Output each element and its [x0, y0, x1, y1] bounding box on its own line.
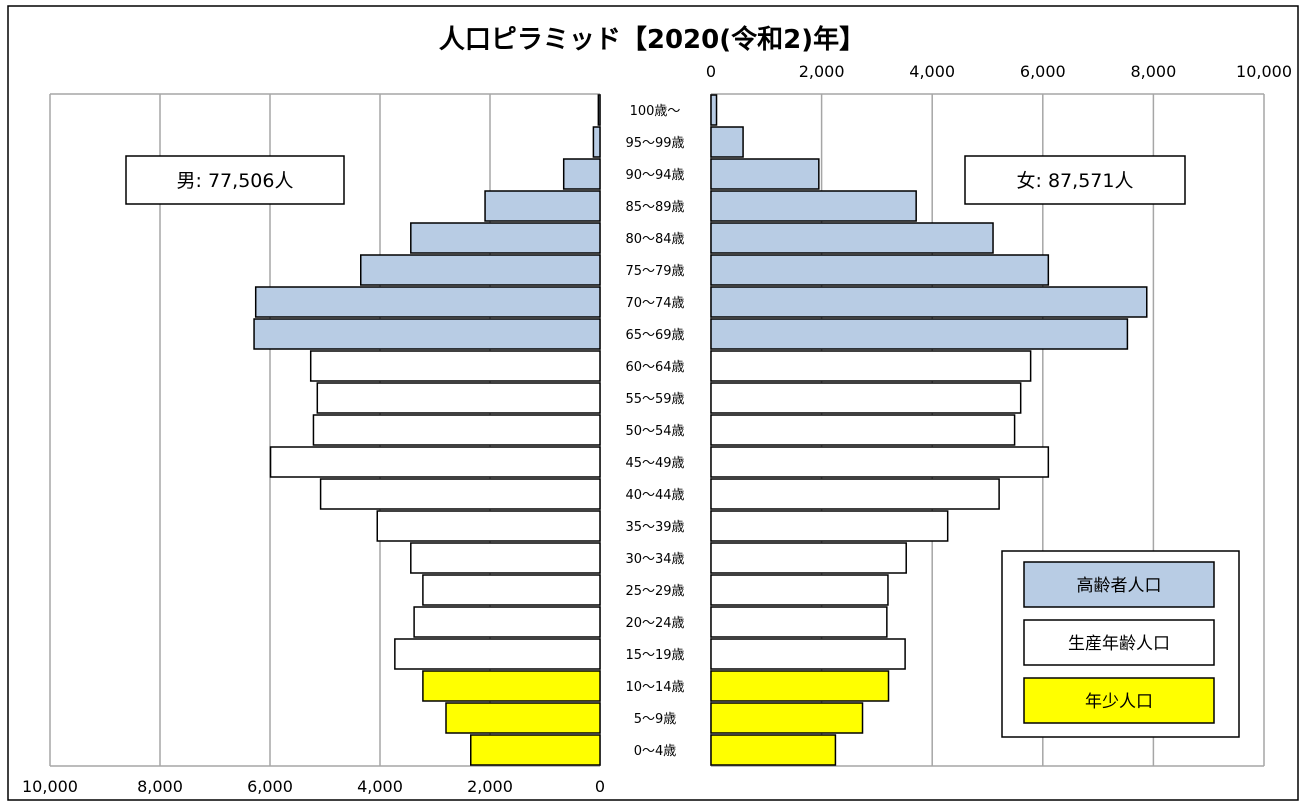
age-label-16: 20～24歳 [625, 616, 684, 631]
male-total-box: 男: 77,506人 [125, 155, 345, 205]
female-bar-8 [710, 350, 1032, 382]
age-label-2: 90～94歳 [625, 168, 684, 183]
female-bar-15 [710, 574, 889, 606]
male-axis-tick-4: 2,000 [467, 777, 513, 796]
legend-swatch-elderly [1023, 561, 1215, 608]
female-bar-9 [710, 382, 1022, 414]
male-bar-19 [445, 702, 601, 734]
female-bar-18 [710, 670, 890, 702]
female-bar-16 [710, 606, 888, 638]
age-label-0: 100歳～ [630, 104, 681, 119]
male-bar-0 [597, 94, 601, 126]
legend-label-elderly: 高齢者人口 [1077, 576, 1162, 596]
male-bar-4 [410, 222, 601, 254]
male-bar-11 [269, 446, 601, 478]
male-bar-18 [422, 670, 601, 702]
legend-label-youth: 年少人口 [1085, 692, 1153, 712]
male-axis-tick-1: 8,000 [137, 777, 183, 796]
female-bar-6 [710, 286, 1148, 318]
female-axis-tick-4: 8,000 [1130, 62, 1176, 81]
age-label-18: 10～14歳 [625, 680, 684, 695]
age-label-11: 45～49歳 [625, 456, 684, 471]
male-bar-8 [309, 350, 601, 382]
age-label-9: 55～59歳 [625, 392, 684, 407]
age-label-13: 35～39歳 [625, 520, 684, 535]
tick-layer: 10,000 8,000 6,000 4,000 2,000 0 0 2,000 4,000 6,… [22, 62, 1292, 796]
male-axis-tick-0: 10,000 [22, 777, 78, 796]
female-bar-2 [710, 158, 820, 190]
male-bar-2 [562, 158, 601, 190]
male-bar-12 [319, 478, 601, 510]
male-bar-17 [394, 638, 601, 670]
female-bar-14 [710, 542, 907, 574]
age-label-15: 25～29歳 [625, 584, 684, 599]
male-total-label: 男: 77,506人 [177, 170, 294, 192]
bar-layer [253, 94, 1148, 766]
male-bar-15 [422, 574, 601, 606]
age-label-layer: 100歳～ 95～99歳 90～94歳 85～89歳 80～84歳 75～79歳 70～74… [625, 104, 684, 759]
male-bar-20 [470, 734, 601, 766]
male-bar-14 [410, 542, 601, 574]
male-axis-tick-3: 4,000 [357, 777, 403, 796]
male-bar-7 [253, 318, 601, 350]
male-bar-9 [316, 382, 601, 414]
legend: 高齢者人口 生産年齢人口 年少人口 [1001, 550, 1240, 738]
female-axis-tick-2: 4,000 [909, 62, 955, 81]
female-bar-4 [710, 222, 994, 254]
female-bar-20 [710, 734, 837, 766]
female-bar-17 [710, 638, 906, 670]
age-label-8: 60～64歳 [625, 360, 684, 375]
age-label-10: 50～54歳 [625, 424, 684, 439]
age-label-20: 0～4歳 [634, 744, 677, 759]
male-bar-6 [254, 286, 601, 318]
age-label-6: 70～74歳 [625, 296, 684, 311]
male-axis-tick-2: 6,000 [247, 777, 293, 796]
male-bar-1 [592, 126, 601, 158]
age-label-3: 85～89歳 [625, 200, 684, 215]
female-bar-11 [710, 446, 1050, 478]
age-label-19: 5～9歳 [634, 712, 677, 727]
chart-title: 人口ピラミッド【2020(令和2)年】 [439, 24, 865, 55]
legend-swatch-youth [1023, 677, 1215, 724]
male-axis-tick-5: 0 [595, 777, 605, 796]
legend-swatch-working [1023, 619, 1215, 666]
female-bar-5 [710, 254, 1050, 286]
female-total-box: 女: 87,571人 [964, 155, 1186, 205]
female-axis-tick-0: 0 [706, 62, 716, 81]
age-label-14: 30～34歳 [625, 552, 684, 567]
age-label-12: 40～44歳 [625, 488, 684, 503]
male-bar-10 [312, 414, 601, 446]
female-bar-7 [710, 318, 1129, 350]
female-bar-19 [710, 702, 864, 734]
female-bar-1 [710, 126, 744, 158]
age-label-1: 95～99歳 [625, 136, 684, 151]
age-label-5: 75～79歳 [625, 264, 684, 279]
age-label-7: 65～69歳 [625, 328, 684, 343]
legend-label-working: 生産年齢人口 [1068, 634, 1170, 654]
female-axis-tick-3: 6,000 [1020, 62, 1066, 81]
male-bar-16 [413, 606, 601, 638]
male-bar-13 [376, 510, 601, 542]
female-bar-0 [710, 94, 718, 126]
male-bar-5 [360, 254, 601, 286]
female-bar-3 [710, 190, 917, 222]
male-bar-3 [484, 190, 601, 222]
female-total-label: 女: 87,571人 [1017, 170, 1134, 192]
age-label-4: 80～84歳 [625, 232, 684, 247]
female-axis-tick-1: 2,000 [799, 62, 845, 81]
female-bar-10 [710, 414, 1016, 446]
female-axis-tick-5: 10,000 [1236, 62, 1292, 81]
age-label-17: 15～19歳 [625, 648, 684, 663]
female-bar-12 [710, 478, 1000, 510]
female-bar-13 [710, 510, 949, 542]
